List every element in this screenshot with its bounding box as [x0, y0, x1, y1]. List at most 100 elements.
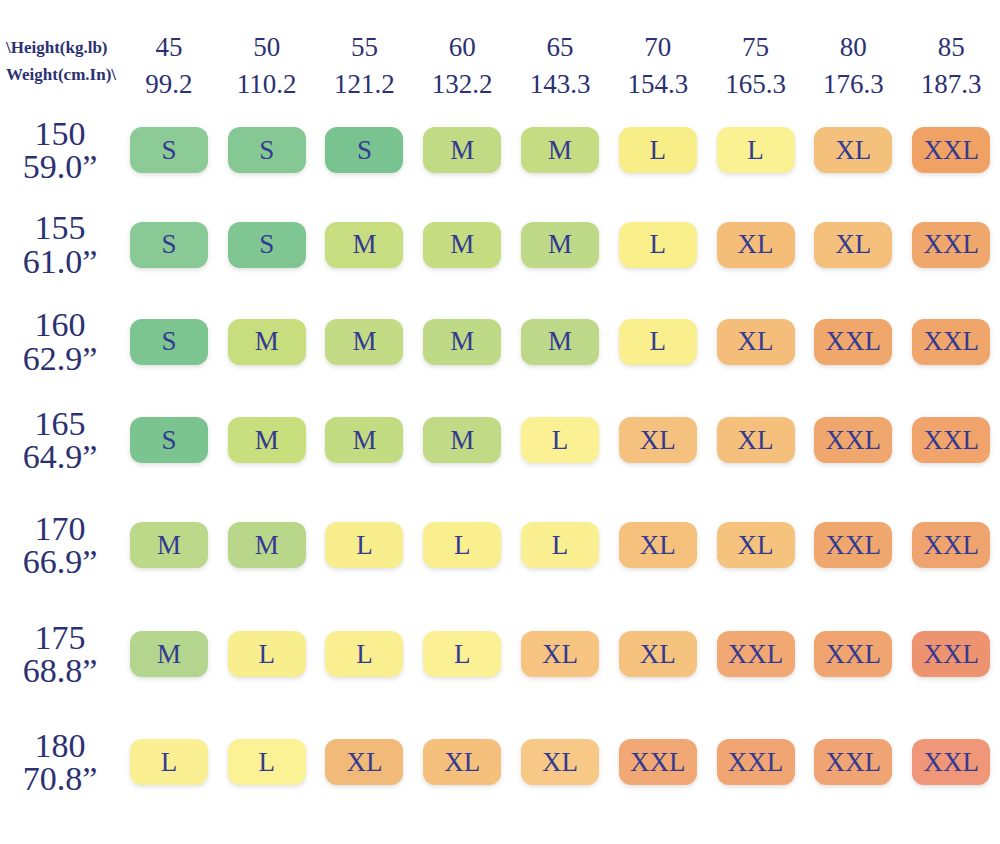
size-cell-slot: S	[316, 127, 414, 173]
size-cell-slot: M	[120, 631, 218, 677]
size-cell: M	[521, 319, 599, 365]
table-row: 17066.9”MMLLLXLXLXXLXXL	[0, 490, 1000, 600]
column-headers: 4599.250110.255121.260132.265143.370154.…	[120, 29, 1000, 104]
size-cell-slot: XL	[707, 522, 805, 568]
size-cell: XXL	[814, 631, 892, 677]
size-cell-slot: S	[120, 127, 218, 173]
size-cell: L	[423, 522, 501, 568]
table-row: 17568.8”MLLLXLXLXXLXXLXXL	[0, 600, 1000, 708]
size-cell-slot: L	[609, 319, 707, 365]
column-lb-value: 143.3	[511, 66, 609, 102]
size-cell: XXL	[717, 631, 795, 677]
size-cell: M	[130, 522, 208, 568]
column-header: 85187.3	[902, 29, 1000, 104]
row-cm-value: 160	[0, 308, 120, 341]
size-cell: S	[325, 127, 403, 173]
size-cell: XL	[814, 127, 892, 173]
size-cell: XXL	[912, 522, 990, 568]
size-cell-slot: XXL	[902, 631, 1000, 677]
table-row: 16564.9”SMMMLXLXLXXLXXL	[0, 390, 1000, 490]
size-cell: M	[228, 417, 306, 463]
size-cell: XL	[717, 417, 795, 463]
table-row: 15561.0”SSMMMLXLXLXXL	[0, 196, 1000, 293]
size-cell-slot: XXL	[804, 417, 902, 463]
row-cm-value: 175	[0, 621, 120, 654]
size-cell-slot: XL	[804, 222, 902, 268]
table-row: 16062.9”SMMMMLXLXXLXXL	[0, 293, 1000, 390]
size-cell: S	[130, 127, 208, 173]
corner-height-label: \Height(kg.lb)	[6, 35, 120, 61]
column-lb-value: 187.3	[902, 66, 1000, 102]
row-cm-value: 180	[0, 729, 120, 762]
table-row: 18070.8”LLXLXLXLXXLXXLXXLXXL	[0, 708, 1000, 816]
size-cell: M	[423, 319, 501, 365]
column-kg-value: 60	[413, 29, 511, 65]
column-lb-value: 132.2	[413, 66, 511, 102]
size-cell: XL	[325, 739, 403, 785]
row-cells: SMMMLXLXLXXLXXL	[120, 417, 1000, 463]
size-cell-slot: L	[707, 127, 805, 173]
size-chart: \Height(kg.lb) Weight(cm.In)\ 4599.25011…	[0, 0, 1000, 844]
column-lb-value: 121.2	[316, 66, 414, 102]
column-lb-value: 110.2	[218, 66, 316, 102]
size-cell: S	[228, 127, 306, 173]
size-cell: L	[228, 739, 306, 785]
size-cell-slot: M	[120, 522, 218, 568]
size-cell: XXL	[912, 739, 990, 785]
size-cell-slot: L	[413, 522, 511, 568]
size-cell: XXL	[814, 739, 892, 785]
size-cell: XL	[619, 417, 697, 463]
table-body: 15059.0”SSSMMLLXLXXL15561.0”SSMMMLXLXLXX…	[0, 104, 1000, 816]
size-cell: L	[325, 631, 403, 677]
size-cell: XXL	[814, 417, 892, 463]
size-cell: L	[130, 739, 208, 785]
column-header: 75165.3	[707, 29, 805, 104]
row-cm-value: 170	[0, 512, 120, 545]
row-cm-value: 155	[0, 211, 120, 244]
size-cell-slot: XXL	[902, 222, 1000, 268]
size-cell: M	[521, 222, 599, 268]
size-cell: L	[325, 522, 403, 568]
size-cell-slot: XL	[413, 739, 511, 785]
size-cell-slot: XXL	[902, 127, 1000, 173]
size-cell-slot: L	[316, 522, 414, 568]
column-kg-value: 70	[609, 29, 707, 65]
size-cell-slot: S	[218, 127, 316, 173]
size-cell-slot: L	[413, 631, 511, 677]
size-cell: XL	[521, 631, 599, 677]
size-cell-slot: XXL	[609, 739, 707, 785]
size-cell: L	[521, 522, 599, 568]
column-kg-value: 80	[804, 29, 902, 65]
size-cell-slot: M	[511, 222, 609, 268]
column-lb-value: 99.2	[120, 66, 218, 102]
size-cell: M	[325, 222, 403, 268]
table-row: 15059.0”SSSMMLLXLXXL	[0, 104, 1000, 196]
size-cell: L	[521, 417, 599, 463]
row-cells: SSMMMLXLXLXXL	[120, 222, 1000, 268]
column-header: 4599.2	[120, 29, 218, 104]
row-inch-value: 64.9”	[0, 440, 120, 473]
column-header: 55121.2	[316, 29, 414, 104]
size-cell-slot: M	[316, 319, 414, 365]
column-header: 80176.3	[804, 29, 902, 104]
size-cell-slot: L	[609, 222, 707, 268]
size-cell: M	[228, 522, 306, 568]
size-cell-slot: L	[316, 631, 414, 677]
size-cell-slot: M	[413, 319, 511, 365]
size-cell-slot: M	[511, 127, 609, 173]
corner-weight-label: Weight(cm.In)\	[6, 62, 120, 88]
size-cell: L	[717, 127, 795, 173]
size-cell: XL	[619, 631, 697, 677]
size-cell-slot: XXL	[707, 631, 805, 677]
size-cell: XXL	[912, 222, 990, 268]
size-cell: XL	[814, 222, 892, 268]
size-cell-slot: XL	[707, 417, 805, 463]
row-label: 17066.9”	[0, 512, 120, 579]
size-cell: M	[228, 319, 306, 365]
row-cells: MLLLXLXLXXLXXLXXL	[120, 631, 1000, 677]
row-label: 16062.9”	[0, 308, 120, 375]
size-cell-slot: XL	[707, 222, 805, 268]
size-cell-slot: XL	[511, 631, 609, 677]
row-inch-value: 68.8”	[0, 654, 120, 687]
row-cells: SMMMMLXLXXLXXL	[120, 319, 1000, 365]
